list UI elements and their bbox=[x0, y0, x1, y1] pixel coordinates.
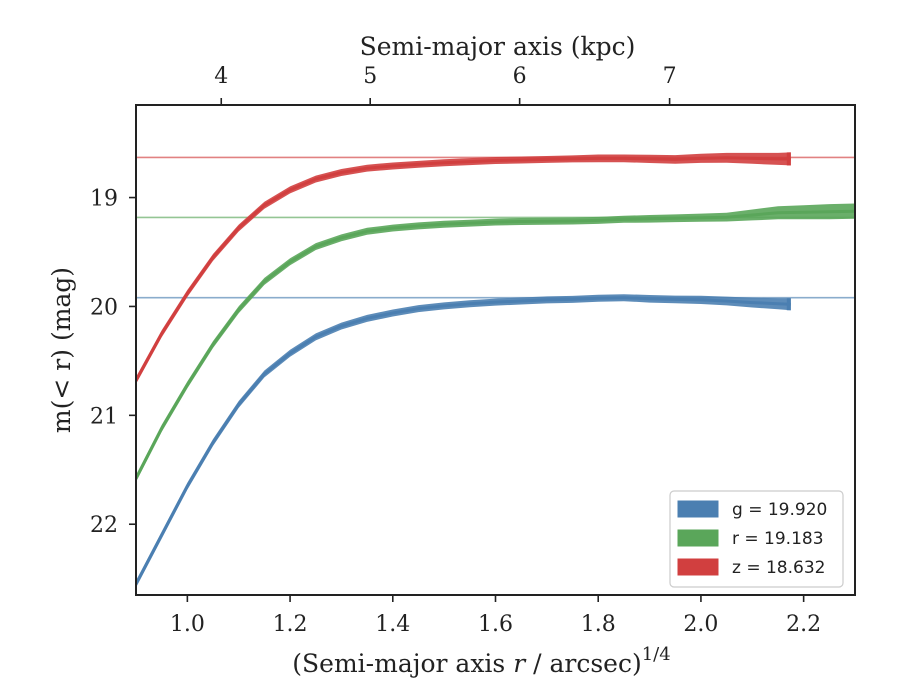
y-tick-label: 19 bbox=[90, 187, 118, 212]
uncertainty-band-r bbox=[136, 203, 855, 482]
y-tick-label: 22 bbox=[90, 513, 118, 538]
y-axis-title: m(< r) (mag) bbox=[47, 267, 76, 433]
uncertainty-band-z bbox=[136, 152, 791, 384]
x-tick-label: 2.2 bbox=[786, 612, 821, 637]
legend-label-z: z = 18.632 bbox=[732, 558, 825, 578]
top-x-axis-title: Semi-major axis (kpc) bbox=[360, 32, 636, 61]
x-tick-label: 1.2 bbox=[273, 612, 308, 637]
top-x-tick-label: 6 bbox=[513, 64, 527, 89]
y-tick-label: 20 bbox=[90, 295, 118, 320]
x-axis-title-part: (Semi-major axis bbox=[292, 649, 513, 678]
legend-label-g: g = 19.920 bbox=[732, 500, 827, 520]
series-line-z bbox=[136, 156, 791, 382]
x-axis-title-var: r bbox=[513, 649, 527, 678]
x-tick-label: 1.8 bbox=[581, 612, 616, 637]
legend: g = 19.920 r = 19.183 z = 18.632 bbox=[669, 490, 844, 588]
top-x-tick-label: 5 bbox=[363, 64, 377, 89]
top-x-tick-label: 4 bbox=[214, 64, 228, 89]
x-axis-title-part: / arcsec) bbox=[525, 649, 642, 678]
x-tick-label: 1.4 bbox=[375, 612, 410, 637]
y-tick-label: 21 bbox=[90, 404, 118, 429]
legend-swatch-r bbox=[677, 529, 719, 547]
series-line-g bbox=[136, 296, 791, 585]
x-axis-title: (Semi-major axis r / arcsec)1/4 bbox=[292, 644, 670, 678]
top-x-tick-label: 7 bbox=[663, 64, 677, 89]
x-tick-label: 2.0 bbox=[683, 612, 718, 637]
series-end-cap-g bbox=[786, 298, 791, 311]
series-line-r bbox=[136, 209, 855, 480]
plot-area bbox=[136, 152, 855, 588]
series-end-cap-z bbox=[786, 152, 791, 166]
x-tick-label: 1.0 bbox=[170, 612, 205, 637]
x-axis-title-exponent: 1/4 bbox=[642, 644, 671, 665]
axes: 1.0 1.2 1.4 1.6 1.8 2.0 2.2 19 20 21 22 4 5 6 7 Semi-ma… bbox=[47, 32, 856, 678]
x-tick-label: 1.6 bbox=[478, 612, 513, 637]
legend-swatch-z bbox=[677, 558, 719, 576]
legend-label-r: r = 19.183 bbox=[732, 529, 824, 549]
legend-swatch-g bbox=[677, 500, 719, 518]
